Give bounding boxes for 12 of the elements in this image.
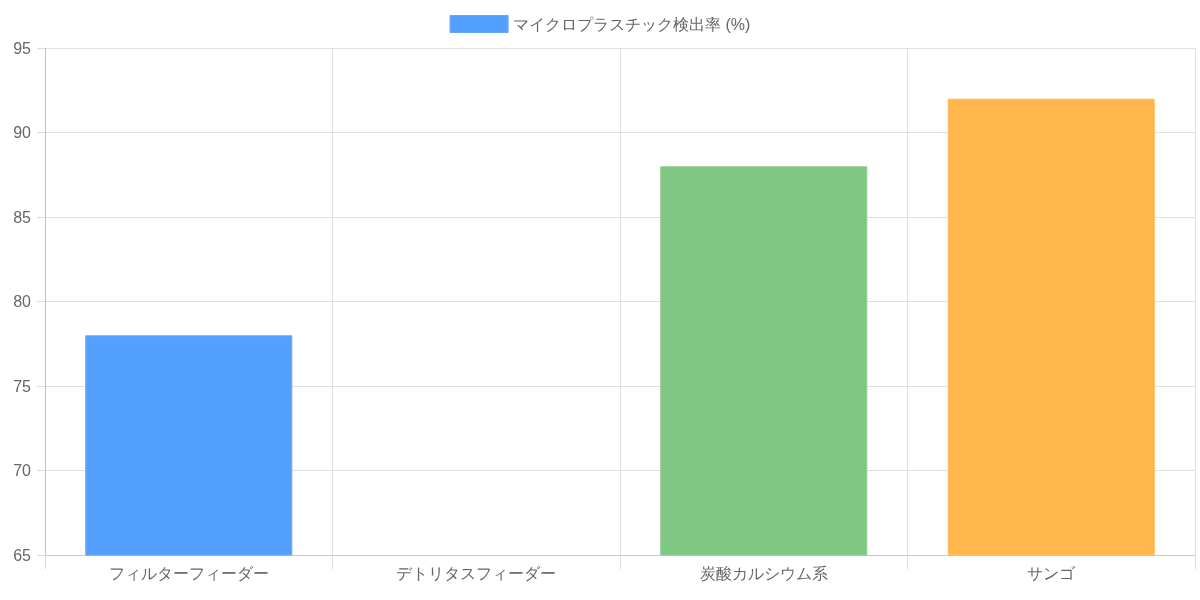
y-tick-label: 95 (13, 39, 32, 57)
y-tick-label: 75 (13, 377, 32, 395)
x-tick-label: 炭酸カルシウム系 (699, 564, 828, 582)
y-tick-label: 70 (13, 462, 32, 479)
x-tick-label: フィルターフィーダー (108, 564, 269, 582)
x-tick-label: サンゴ (1027, 564, 1077, 582)
y-tick-label: 65 (13, 546, 32, 564)
legend-label: マイクロプラスチック検出率 (%) (513, 15, 751, 33)
y-tick-label: 80 (13, 293, 32, 310)
y-tick-label: 85 (13, 208, 32, 226)
x-tick-label: デトリタスフィーダー (396, 564, 557, 582)
y-tick-label: 90 (13, 124, 32, 141)
